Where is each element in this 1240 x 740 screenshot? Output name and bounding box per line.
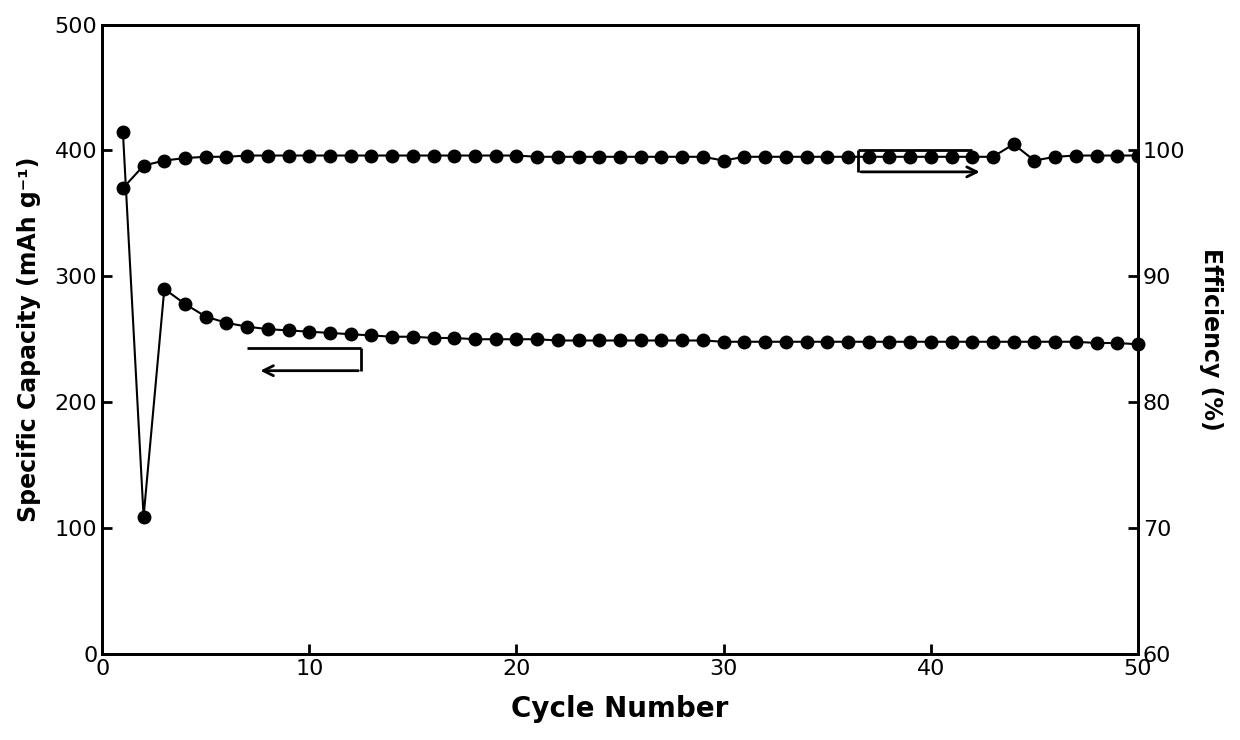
X-axis label: Cycle Number: Cycle Number <box>511 696 729 723</box>
Y-axis label: Efficiency (%): Efficiency (%) <box>1199 248 1224 431</box>
Y-axis label: Specific Capacity (mAh g⁻¹): Specific Capacity (mAh g⁻¹) <box>16 157 41 522</box>
